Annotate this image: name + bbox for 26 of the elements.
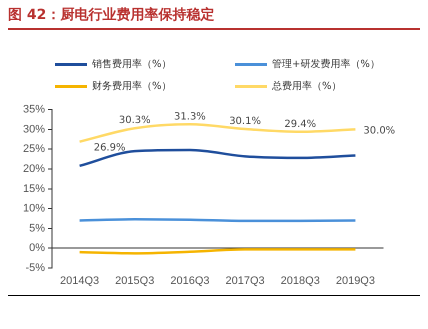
y-tick-label: -5% bbox=[25, 262, 46, 274]
x-tick-label: 2016Q3 bbox=[170, 274, 210, 287]
x-tick-label: 2017Q3 bbox=[226, 274, 265, 287]
x-tick-label: 2018Q3 bbox=[280, 274, 320, 287]
data-label: 30.1% bbox=[229, 116, 261, 128]
data-label: 30.0% bbox=[363, 125, 396, 136]
legend-label: 管理+研发费用率（%） bbox=[272, 58, 380, 71]
data-label: 30.3% bbox=[118, 115, 151, 126]
x-tick-label: 2019Q3 bbox=[336, 274, 375, 287]
legend-label: 总费用率（%） bbox=[272, 80, 342, 93]
y-tick-label: 20% bbox=[22, 163, 46, 176]
data-label: 29.4% bbox=[284, 118, 316, 130]
y-tick-label: 15% bbox=[22, 182, 46, 195]
data-label: 26.9% bbox=[94, 142, 126, 154]
y-tick-label: 25% bbox=[22, 143, 46, 156]
legend-label: 财务费用率（%） bbox=[92, 80, 172, 93]
data-label: 31.3% bbox=[174, 111, 206, 122]
y-tick-label: 10% bbox=[22, 202, 46, 215]
y-tick-label: 35% bbox=[22, 104, 46, 116]
legend-label: 销售费用率（%） bbox=[92, 58, 172, 71]
y-tick-label: 0% bbox=[29, 242, 46, 254]
y-tick-label: 5% bbox=[29, 222, 46, 234]
y-tick-label: 30% bbox=[22, 123, 46, 136]
x-tick-label: 2014Q3 bbox=[60, 274, 100, 287]
chart-title: 图 42：厨电行业费用率保持稳定 bbox=[8, 6, 214, 24]
x-tick-label: 2015Q3 bbox=[115, 274, 154, 287]
